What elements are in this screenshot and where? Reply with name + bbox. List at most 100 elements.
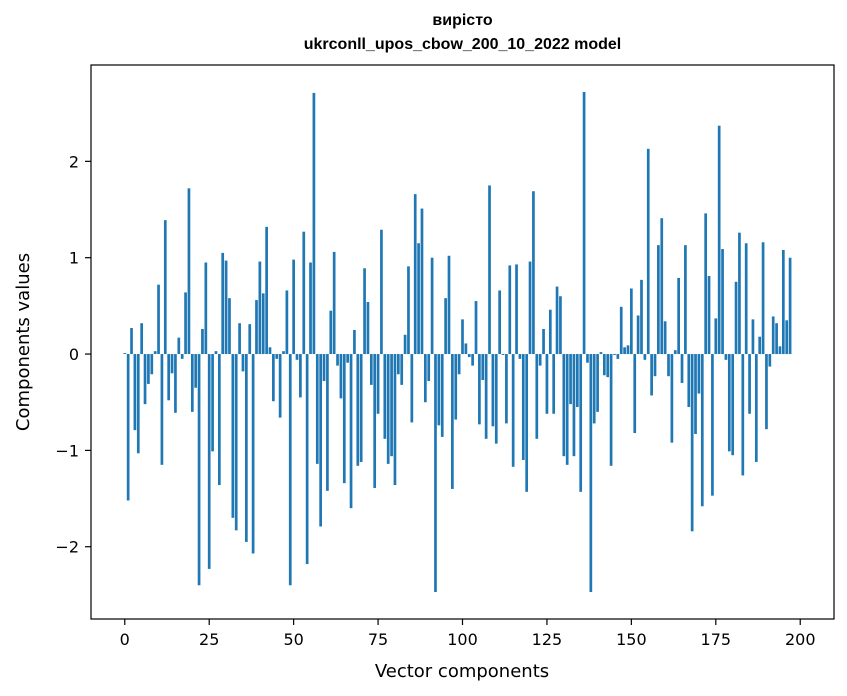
bar: [606, 354, 610, 378]
bar: [768, 354, 772, 367]
bar: [602, 354, 606, 376]
bar: [515, 264, 518, 355]
bar: [305, 354, 309, 565]
bar: [261, 293, 265, 355]
bar: [572, 354, 576, 457]
bar: [535, 354, 539, 439]
bar: [224, 260, 228, 355]
bar: [687, 354, 691, 408]
bar: [717, 125, 721, 355]
bar: [724, 354, 728, 360]
bar: [245, 354, 248, 542]
bar: [488, 185, 491, 355]
bar: [511, 354, 515, 467]
bar: [369, 354, 373, 385]
bar: [413, 194, 417, 355]
bar: [481, 354, 485, 381]
bar: [731, 354, 735, 456]
bar: [278, 354, 282, 418]
bar: [684, 245, 687, 355]
bar: [498, 290, 501, 355]
bar: [255, 300, 258, 355]
bar: [187, 188, 191, 355]
x-tick-label: 50: [283, 630, 303, 649]
bar: [552, 354, 556, 414]
bar: [353, 329, 356, 355]
bar: [228, 298, 231, 355]
bar: [579, 354, 583, 492]
bar: [690, 354, 694, 532]
bar: [704, 213, 708, 355]
bar: [599, 352, 603, 355]
bar: [467, 354, 471, 357]
bar: [758, 336, 762, 355]
bar: [788, 257, 792, 355]
bar: [748, 354, 751, 414]
bar: [714, 318, 718, 355]
bar: [501, 354, 505, 355]
bar: [376, 354, 380, 414]
bar: [542, 328, 545, 355]
bar: [248, 324, 252, 355]
bar: [596, 354, 599, 412]
bar: [383, 354, 387, 439]
bar: [640, 279, 643, 355]
x-tick-label: 200: [785, 630, 816, 649]
bar: [633, 354, 637, 434]
bar: [680, 354, 684, 383]
bar: [241, 354, 245, 372]
bar: [211, 354, 214, 452]
y-tick-label: 2: [69, 152, 79, 171]
bar: [299, 354, 302, 398]
bar: [437, 354, 441, 426]
bar: [407, 266, 410, 355]
bar: [207, 354, 211, 569]
bar: [646, 148, 650, 355]
x-tick-label: 175: [701, 630, 732, 649]
bar: [177, 337, 181, 355]
bar: [201, 328, 204, 355]
bar: [275, 354, 279, 359]
bar: [765, 354, 768, 430]
bar: [214, 351, 218, 355]
bar: [609, 354, 613, 466]
bar: [582, 91, 586, 355]
bar: [251, 354, 255, 554]
bar: [393, 354, 397, 486]
bar: [312, 92, 316, 355]
bar: [157, 284, 160, 355]
bar: [521, 354, 525, 461]
chart-title-line-2: ukrconll_upos_cbow_200_10_2022 model: [303, 36, 622, 53]
bar: [528, 261, 532, 355]
bar: [663, 321, 667, 355]
bar: [586, 354, 589, 363]
bar: [380, 229, 383, 355]
bar: [754, 354, 758, 462]
bar: [430, 257, 434, 355]
bar: [417, 243, 420, 355]
bar: [454, 354, 458, 420]
bar: [123, 353, 127, 355]
bar: [160, 354, 164, 465]
bar: [346, 354, 350, 363]
bar: [174, 354, 177, 413]
bar: [444, 298, 447, 355]
bar: [309, 262, 312, 355]
bar: [390, 354, 393, 457]
x-tick-label: 25: [199, 630, 219, 649]
x-axis-ticks: 0 25 50 75 100 125 150 175 200: [120, 619, 816, 649]
bar: [616, 354, 620, 359]
bar: [322, 354, 326, 382]
bar: [133, 354, 137, 431]
bar: [592, 354, 596, 424]
bar: [643, 354, 647, 360]
bar: [282, 351, 285, 355]
bar: [464, 343, 468, 355]
bar: [569, 354, 572, 405]
bar: [221, 252, 225, 355]
bar: [403, 334, 407, 355]
bar: [163, 220, 167, 355]
bar: [478, 354, 481, 425]
bar: [265, 226, 268, 355]
